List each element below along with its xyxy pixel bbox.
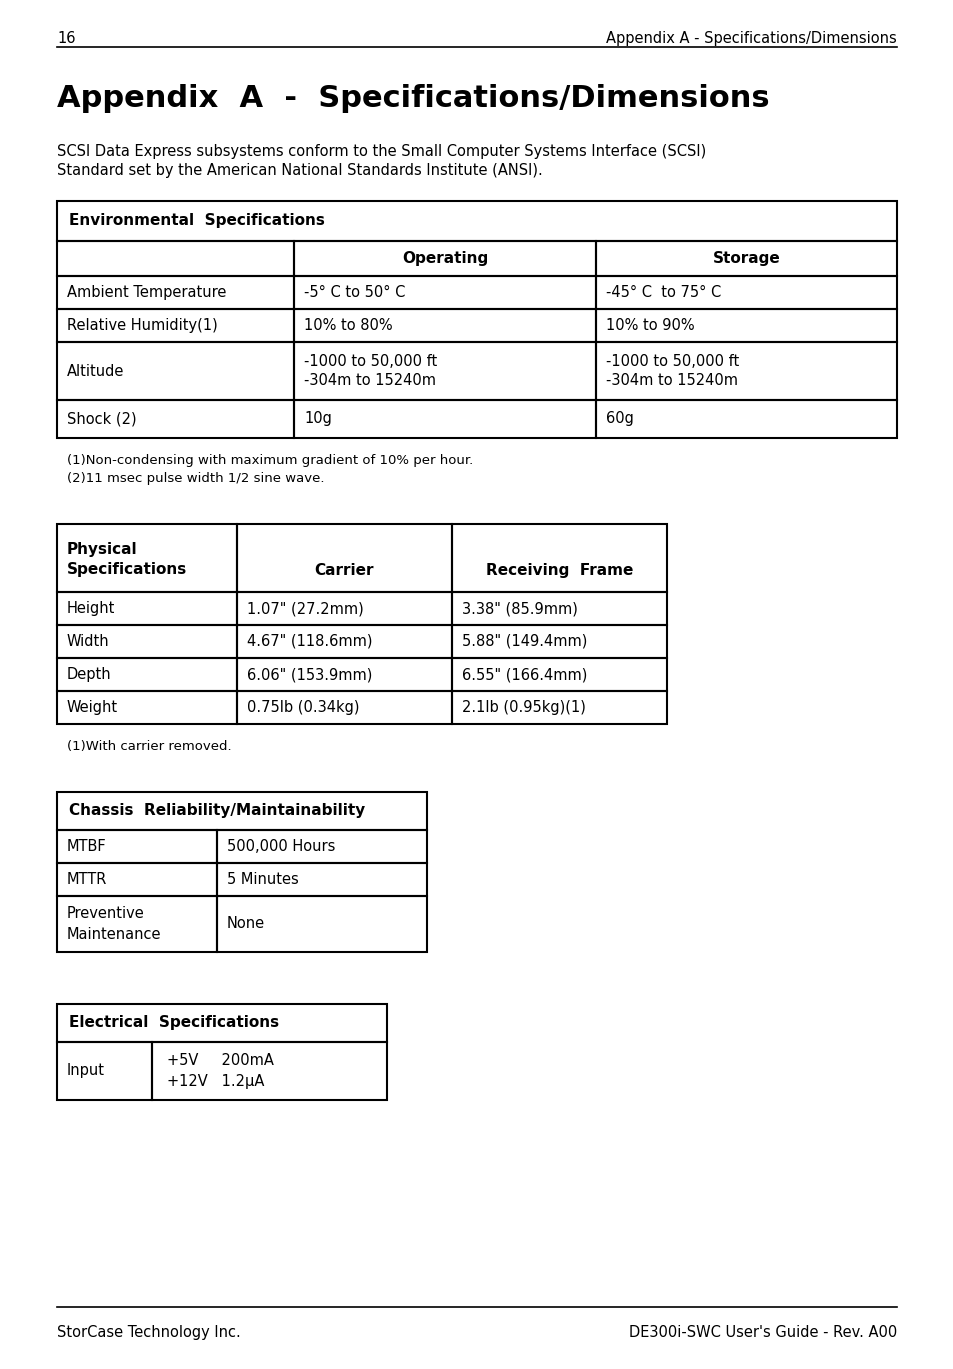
Text: (2)11 msec pulse width 1/2 sine wave.: (2)11 msec pulse width 1/2 sine wave. — [67, 472, 324, 485]
Text: -45° C  to 75° C: -45° C to 75° C — [605, 285, 720, 300]
Text: DE300i-SWC User's Guide - Rev. A00: DE300i-SWC User's Guide - Rev. A00 — [628, 1325, 896, 1340]
Text: (1)Non-condensing with maximum gradient of 10% per hour.: (1)Non-condensing with maximum gradient … — [67, 455, 473, 467]
Bar — [216, 862, 427, 895]
Text: Physical: Physical — [67, 542, 137, 557]
Bar — [452, 591, 666, 626]
Text: Specifications: Specifications — [67, 563, 187, 576]
Text: SCSI Data Express subsystems conform to the Small Computer Systems Interface (SC: SCSI Data Express subsystems conform to … — [57, 144, 705, 159]
Bar — [294, 241, 596, 277]
Text: 1.07" (27.2mm): 1.07" (27.2mm) — [247, 601, 363, 616]
Text: +12V   1.2μA: +12V 1.2μA — [167, 1073, 264, 1088]
Text: Operating: Operating — [401, 251, 488, 266]
Text: 5 Minutes: 5 Minutes — [227, 872, 298, 887]
Text: (1)With carrier removed.: (1)With carrier removed. — [67, 741, 232, 753]
Text: 16: 16 — [57, 31, 75, 47]
Text: -1000 to 50,000 ft
-304m to 15240m: -1000 to 50,000 ft -304m to 15240m — [304, 353, 436, 389]
Text: 10% to 80%: 10% to 80% — [304, 318, 393, 333]
Bar — [236, 658, 452, 691]
Text: None: None — [227, 916, 265, 931]
Bar — [57, 201, 896, 241]
Bar — [57, 793, 427, 830]
Bar — [57, 862, 216, 895]
Text: 6.06" (153.9mm): 6.06" (153.9mm) — [247, 667, 372, 682]
Bar — [236, 591, 452, 626]
Text: Carrier: Carrier — [314, 563, 374, 578]
Text: 0.75lb (0.34kg): 0.75lb (0.34kg) — [247, 700, 359, 715]
Text: Appendix A - Specifications/Dimensions: Appendix A - Specifications/Dimensions — [605, 31, 896, 47]
Text: Receiving  Frame: Receiving Frame — [485, 563, 633, 578]
Text: -5° C to 50° C: -5° C to 50° C — [304, 285, 405, 300]
Bar — [236, 524, 452, 591]
Bar — [152, 1042, 387, 1101]
Bar — [452, 524, 666, 591]
Bar — [596, 342, 896, 400]
Text: Weight: Weight — [67, 700, 118, 715]
Text: Height: Height — [67, 601, 115, 616]
Bar — [57, 895, 216, 951]
Text: Appendix  A  -  Specifications/Dimensions: Appendix A - Specifications/Dimensions — [57, 84, 769, 114]
Bar — [236, 626, 452, 658]
Text: 10% to 90%: 10% to 90% — [605, 318, 694, 333]
Text: Shock (2): Shock (2) — [67, 412, 136, 427]
Bar — [236, 691, 452, 724]
Text: -1000 to 50,000 ft
-304m to 15240m: -1000 to 50,000 ft -304m to 15240m — [605, 353, 739, 389]
Text: Environmental  Specifications: Environmental Specifications — [69, 214, 325, 229]
Bar — [57, 400, 294, 438]
Bar — [57, 524, 236, 591]
Bar — [57, 830, 216, 862]
Text: Storage: Storage — [712, 251, 780, 266]
Text: Relative Humidity(1): Relative Humidity(1) — [67, 318, 217, 333]
Bar — [57, 1042, 152, 1101]
Bar — [57, 658, 236, 691]
Text: StorCase Technology Inc.: StorCase Technology Inc. — [57, 1325, 240, 1340]
Bar — [57, 309, 294, 342]
Bar — [294, 342, 596, 400]
Text: Standard set by the American National Standards Institute (ANSI).: Standard set by the American National St… — [57, 163, 542, 178]
Bar — [294, 277, 596, 309]
Text: 4.67" (118.6mm): 4.67" (118.6mm) — [247, 634, 372, 649]
Bar — [452, 626, 666, 658]
Text: 2.1lb (0.95kg)(1): 2.1lb (0.95kg)(1) — [461, 700, 585, 715]
Text: Input: Input — [67, 1064, 105, 1079]
Bar — [294, 400, 596, 438]
Text: MTBF: MTBF — [67, 839, 107, 854]
Bar — [452, 691, 666, 724]
Bar — [57, 277, 294, 309]
Bar — [57, 241, 294, 277]
Text: 6.55" (166.4mm): 6.55" (166.4mm) — [461, 667, 587, 682]
Text: 5.88" (149.4mm): 5.88" (149.4mm) — [461, 634, 587, 649]
Bar — [57, 342, 294, 400]
Bar — [57, 1003, 387, 1042]
Bar — [57, 691, 236, 724]
Text: Ambient Temperature: Ambient Temperature — [67, 285, 226, 300]
Text: Preventive
Maintenance: Preventive Maintenance — [67, 906, 161, 942]
Bar — [596, 241, 896, 277]
Text: MTTR: MTTR — [67, 872, 108, 887]
Text: Electrical  Specifications: Electrical Specifications — [69, 1016, 279, 1031]
Bar — [57, 626, 236, 658]
Text: 3.38" (85.9mm): 3.38" (85.9mm) — [461, 601, 578, 616]
Bar — [596, 309, 896, 342]
Text: 500,000 Hours: 500,000 Hours — [227, 839, 335, 854]
Bar — [57, 591, 236, 626]
Bar — [596, 277, 896, 309]
Text: 60g: 60g — [605, 412, 633, 427]
Bar — [294, 309, 596, 342]
Text: Width: Width — [67, 634, 110, 649]
Bar — [452, 658, 666, 691]
Bar — [216, 895, 427, 951]
Text: Depth: Depth — [67, 667, 112, 682]
Bar — [216, 830, 427, 862]
Bar — [596, 400, 896, 438]
Text: Chassis  Reliability/Maintainability: Chassis Reliability/Maintainability — [69, 804, 365, 819]
Text: Altitude: Altitude — [67, 364, 124, 378]
Text: 10g: 10g — [304, 412, 332, 427]
Text: +5V     200mA: +5V 200mA — [167, 1053, 274, 1068]
